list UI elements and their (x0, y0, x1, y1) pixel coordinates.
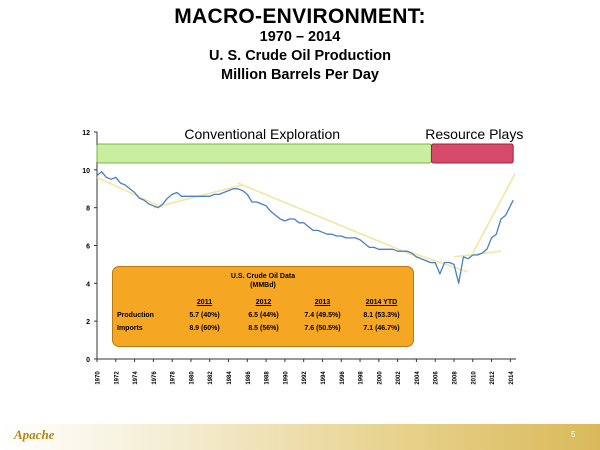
oil-data-table: 2011 2012 2013 2014 YTD Production 5.7 (… (117, 296, 411, 335)
table-row: Imports 8.9 (60%) 8.5 (56%) 7.6 (50.5%) … (117, 322, 411, 335)
x-tick-label: 1976 (152, 371, 158, 385)
x-tick-label: 1998 (359, 371, 365, 385)
table-cell: 7.4 (49.5%) (304, 312, 341, 319)
footer-bar (0, 424, 600, 450)
x-tick-label: 1980 (189, 371, 195, 385)
x-tick-label: 1996 (340, 371, 346, 385)
table-cell: 7.6 (50.5%) (304, 325, 341, 332)
x-tick-label: 2006 (434, 371, 440, 385)
chart-units: Million Barrels Per Day (221, 67, 379, 83)
column-header: 2013 (314, 299, 331, 306)
trend-line (406, 250, 469, 273)
y-tick-label: 12 (82, 130, 90, 137)
table-row: Production 5.7 (40%) 6.5 (44%) 7.4 (49.5… (117, 309, 411, 322)
trend-lines (96, 173, 516, 273)
era-bands: Conventional Exploration Resource Plays (96, 126, 523, 164)
oil-data-title: U.S. Crude Oil Data (230, 273, 296, 280)
table-cell: 8.1 (53.3%) (363, 312, 400, 319)
x-tick-label: 2008 (452, 371, 458, 385)
x-tick-label: 1972 (114, 371, 120, 385)
page-years: 1970 – 2014 (259, 29, 341, 45)
x-tick-label: 1988 (265, 371, 271, 385)
x-tick-label: 2000 (377, 371, 383, 385)
y-tick-label: 10 (82, 168, 90, 175)
chart-subject: U. S. Crude Oil Production (208, 48, 392, 64)
production-chart: 0 2 4 6 8 10 12 1970 1972 1974 1976 1978 1980 1982 198… (82, 126, 523, 385)
x-tick-label: 2012 (490, 371, 496, 385)
column-header: 2011 (196, 299, 213, 306)
x-tick-label: 2002 (396, 371, 402, 385)
x-tick-label: 1992 (302, 371, 308, 385)
y-tick-label: 6 (86, 244, 90, 251)
table-cell: 8.9 (60%) (189, 325, 220, 332)
row-label: Imports (117, 325, 143, 332)
trend-line (472, 173, 516, 254)
y-tick-label: 8 (86, 206, 90, 213)
title-block: MACRO-ENVIRONMENT: 1970 – 2014 U. S. Cru… (0, 6, 600, 85)
company-logo: Apache (14, 427, 55, 442)
trend-line (453, 250, 502, 258)
production-series-line (96, 171, 514, 284)
y-tick-label: 0 (86, 357, 90, 364)
y-tick-label: 4 (86, 281, 90, 288)
x-tick-label: 1982 (208, 371, 214, 385)
column-header: 2014 YTD (365, 299, 398, 306)
era-band (96, 143, 432, 164)
x-tick-label: 1974 (133, 371, 139, 385)
x-tick-label: 1994 (321, 371, 327, 385)
era-band (430, 143, 514, 164)
column-header: 2012 (255, 299, 272, 306)
x-tick-label: 1978 (171, 371, 177, 385)
table-header-row: 2011 2012 2013 2014 YTD (117, 296, 411, 309)
y-tick-label: 2 (86, 319, 90, 326)
x-tick-label: 1984 (227, 371, 233, 385)
page-title: MACRO-ENVIRONMENT: (174, 5, 426, 28)
series-layer (96, 171, 514, 284)
era-band-label: Conventional Exploration (184, 126, 340, 142)
x-tick-label: 2004 (415, 371, 421, 385)
row-label: Production (117, 312, 154, 319)
table-cell: 6.5 (44%) (248, 312, 279, 319)
chart-axes: 0 2 4 6 8 10 12 1970 1972 1974 1976 1978 1980 1982 198… (82, 130, 516, 385)
x-tick-label: 2014 (509, 371, 515, 385)
table-cell: 7.1 (46.7%) (363, 325, 400, 332)
oil-data-box: U.S. Crude Oil Data (MMBd) 2011 2012 201… (112, 266, 414, 347)
trend-line (96, 176, 164, 209)
era-band-label: Resource Plays (425, 126, 523, 142)
x-tick-label: 1986 (246, 371, 252, 385)
page-number: 5 (571, 430, 576, 439)
x-tick-label: 2010 (471, 371, 477, 385)
table-cell: 5.7 (40%) (189, 312, 220, 319)
table-cell: 8.5 (56%) (248, 325, 279, 332)
x-tick-label: 1970 (96, 371, 102, 385)
x-tick-label: 1990 (283, 371, 289, 385)
oil-data-subtitle: (MMBd) (250, 282, 276, 289)
trend-line (237, 182, 436, 266)
